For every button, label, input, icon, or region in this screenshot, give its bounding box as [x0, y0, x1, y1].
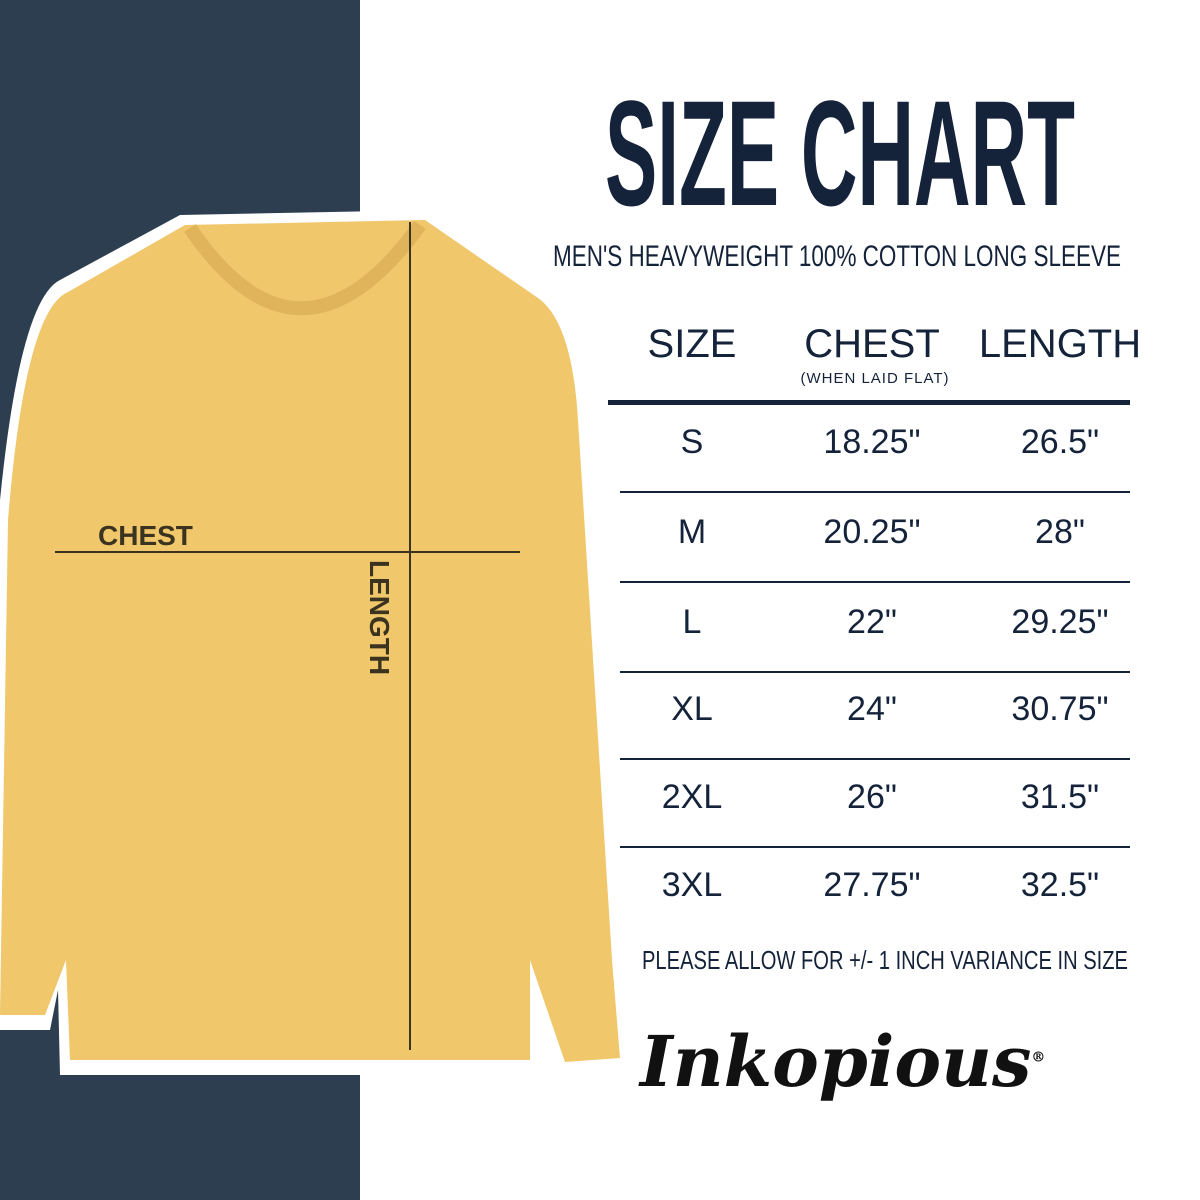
size-cell: S: [680, 423, 704, 461]
page-title: SIZE CHART: [605, 80, 1075, 215]
row-divider: [620, 846, 1130, 848]
size-cell: 3XL: [661, 866, 723, 904]
chest-measure-label: CHEST: [98, 520, 193, 551]
size-cell: XL: [671, 690, 713, 728]
chest-cell: 18.25": [823, 423, 921, 461]
length-cell: 31.5": [1020, 778, 1100, 816]
subtitle: MEN'S HEAVYWEIGHT 100% COTTON LONG SLEEV…: [553, 240, 1121, 273]
size-cell: M: [677, 513, 707, 551]
length-cell: 30.75": [1011, 690, 1109, 728]
chest-cell: 22": [847, 603, 897, 641]
length-measure-label: LENGTH: [364, 560, 395, 676]
length-cell: 29.25": [1011, 603, 1109, 641]
variance-note: PLEASE ALLOW FOR +/- 1 INCH VARIANCE IN …: [642, 945, 1128, 975]
row-divider: [620, 491, 1130, 493]
chest-cell: 24": [847, 690, 897, 728]
header-chest: CHEST: [804, 322, 940, 366]
length-cell: 26.5": [1020, 423, 1100, 461]
header-length: LENGTH: [978, 322, 1142, 366]
chest-cell: 20.25": [823, 513, 921, 551]
header-size: SIZE: [647, 322, 737, 366]
svg-text:PLEASE ALLOW FOR +/- 1 INCH VA: PLEASE ALLOW FOR +/- 1 INCH VARIANCE IN …: [642, 945, 1128, 975]
row-divider: [620, 581, 1130, 583]
header-rule: [608, 400, 1130, 405]
chest-cell: 26": [847, 778, 897, 816]
brand-logo: Inkopious®: [640, 1020, 1046, 1103]
chest-note: (WHEN LAID FLAT): [800, 370, 950, 387]
svg-text:MEN'S HEAVYWEIGHT 100% COTTON: MEN'S HEAVYWEIGHT 100% COTTON LONG SLEEV…: [553, 240, 1121, 273]
length-cell: 32.5": [1020, 866, 1100, 904]
size-cell: L: [682, 603, 702, 641]
chest-cell: 27.75": [823, 866, 921, 904]
shirt-illustration: [0, 220, 620, 1062]
row-divider: [620, 671, 1130, 673]
length-cell: 28": [1035, 513, 1085, 551]
svg-text:SIZE CHART: SIZE CHART: [605, 80, 1075, 215]
row-divider: [620, 758, 1130, 760]
size-cell: 2XL: [661, 778, 723, 816]
